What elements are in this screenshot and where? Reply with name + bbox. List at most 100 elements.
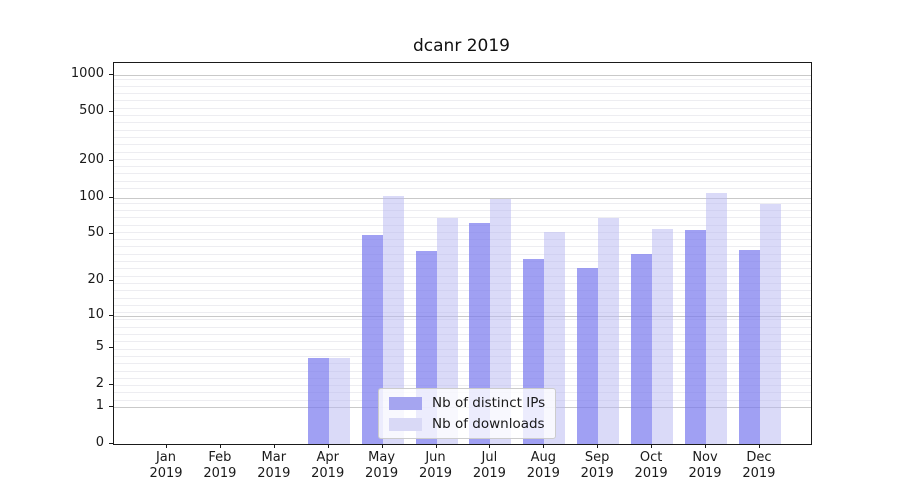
x-tick-label-dec: Dec 2019 bbox=[731, 450, 787, 482]
y-tick bbox=[109, 315, 113, 316]
y-tick-label: 5 bbox=[95, 339, 104, 355]
bar-ips-may bbox=[361, 235, 383, 444]
gridline-minor bbox=[114, 122, 811, 124]
gridline-major bbox=[114, 197, 811, 199]
gridline-minor bbox=[114, 202, 811, 204]
y-tick-label: 20 bbox=[87, 272, 104, 288]
plot-area: Nb of distinct IPs Nb of downloads bbox=[113, 62, 812, 445]
x-tick-year: 2019 bbox=[742, 466, 776, 481]
gridline-minor bbox=[114, 209, 811, 211]
legend-item-distinct-ips: Nb of distinct IPs bbox=[389, 395, 545, 411]
gridline-minor bbox=[114, 334, 811, 335]
gridline-minor bbox=[114, 268, 811, 270]
y-tick bbox=[109, 159, 113, 161]
x-tick-label-jan: Jan 2019 bbox=[138, 450, 194, 482]
legend-swatch-distinct-ips bbox=[389, 396, 422, 410]
y-tick-label: 0 bbox=[95, 435, 104, 450]
gridline-minor bbox=[114, 326, 811, 328]
x-tick-year: 2019 bbox=[688, 466, 722, 481]
gridline-minor bbox=[114, 312, 811, 314]
bar-downloads-jul bbox=[490, 198, 512, 444]
x-tick bbox=[651, 444, 653, 448]
bar-downloads-jun bbox=[436, 217, 458, 444]
y-tick-label: 500 bbox=[79, 103, 104, 118]
bar-downloads-sep bbox=[598, 217, 620, 444]
gridline-minor bbox=[114, 290, 811, 292]
x-tick bbox=[705, 444, 706, 448]
x-tick-month: Jan bbox=[155, 450, 177, 465]
gridline-minor bbox=[114, 246, 811, 248]
gridline-minor bbox=[114, 370, 811, 372]
x-tick-year: 2019 bbox=[203, 466, 237, 481]
x-tick-month: Oct bbox=[639, 450, 663, 465]
x-tick-year: 2019 bbox=[472, 466, 506, 481]
gridline-minor bbox=[114, 166, 811, 168]
gridline-major bbox=[114, 75, 811, 77]
gridline-minor bbox=[114, 144, 811, 146]
y-tick bbox=[109, 406, 113, 407]
x-tick-year: 2019 bbox=[365, 466, 399, 481]
x-tick-month: Jun bbox=[425, 450, 446, 465]
bar-ips-oct bbox=[631, 254, 653, 444]
x-tick bbox=[597, 444, 599, 448]
x-tick-label-apr: Apr 2019 bbox=[300, 450, 356, 482]
x-tick-label-jun: Jun 2019 bbox=[408, 450, 464, 482]
x-tick-label-nov: Nov 2019 bbox=[677, 450, 733, 482]
chart-title: dcanr 2019 bbox=[413, 36, 510, 56]
x-tick-year: 2019 bbox=[311, 466, 345, 481]
x-tick-month: Sep bbox=[584, 450, 610, 465]
gridline-minor bbox=[114, 304, 811, 306]
y-tick-label: 100 bbox=[79, 188, 104, 204]
legend-label-downloads: Nb of downloads bbox=[432, 416, 545, 432]
bar-ips-sep bbox=[577, 268, 599, 444]
y-tick-label: 1000 bbox=[70, 66, 104, 82]
gridline-minor bbox=[114, 348, 811, 350]
gridline-minor bbox=[114, 188, 811, 189]
gridline-minor bbox=[114, 282, 811, 284]
gridline-minor bbox=[114, 275, 811, 277]
gridline-minor bbox=[114, 100, 811, 102]
bar-ips-dec bbox=[738, 249, 760, 444]
x-tick bbox=[327, 444, 329, 448]
x-tick-label-mar: Mar 2019 bbox=[246, 450, 302, 482]
legend: Nb of distinct IPs Nb of downloads bbox=[378, 388, 557, 439]
y-tick bbox=[109, 384, 113, 386]
x-tick-year: 2019 bbox=[580, 466, 614, 481]
gridline-minor bbox=[114, 377, 811, 379]
legend-item-downloads: Nb of downloads bbox=[389, 416, 545, 432]
x-tick-month: Mar bbox=[261, 450, 287, 465]
x-tick-label-sep: Sep 2019 bbox=[569, 450, 625, 482]
gridline-minor bbox=[114, 224, 811, 226]
gridline-minor bbox=[114, 129, 811, 131]
gridline-minor bbox=[114, 355, 811, 357]
x-tick bbox=[435, 444, 437, 448]
y-tick bbox=[109, 347, 113, 349]
y-tick bbox=[109, 233, 113, 234]
x-tick bbox=[273, 444, 275, 448]
x-tick-month: Aug bbox=[530, 450, 556, 465]
gridline-minor bbox=[114, 115, 811, 116]
gridline-minor bbox=[114, 93, 811, 95]
y-tick-label: 200 bbox=[79, 151, 104, 167]
y-tick bbox=[109, 443, 113, 444]
gridline-minor bbox=[114, 180, 811, 182]
bar-downloads-nov bbox=[706, 192, 727, 444]
gridline-minor bbox=[114, 341, 811, 343]
x-tick-year: 2019 bbox=[418, 466, 453, 481]
gridline-minor bbox=[114, 385, 811, 387]
gridline-minor bbox=[114, 217, 811, 219]
x-tick-month: Nov bbox=[692, 450, 718, 465]
x-tick-year: 2019 bbox=[526, 466, 560, 481]
y-tick bbox=[109, 74, 113, 76]
x-tick-month: Jul bbox=[481, 450, 498, 465]
y-tick-label: 1 bbox=[95, 398, 104, 413]
x-tick bbox=[381, 444, 383, 448]
gridline-minor bbox=[114, 239, 811, 241]
gridline-minor bbox=[114, 253, 811, 255]
x-tick-month: Feb bbox=[208, 450, 232, 465]
legend-label-distinct-ips: Nb of distinct IPs bbox=[432, 395, 546, 411]
gridline-minor bbox=[114, 158, 811, 160]
x-tick-label-aug: Aug 2019 bbox=[515, 450, 571, 482]
bar-ips-nov bbox=[685, 230, 706, 444]
